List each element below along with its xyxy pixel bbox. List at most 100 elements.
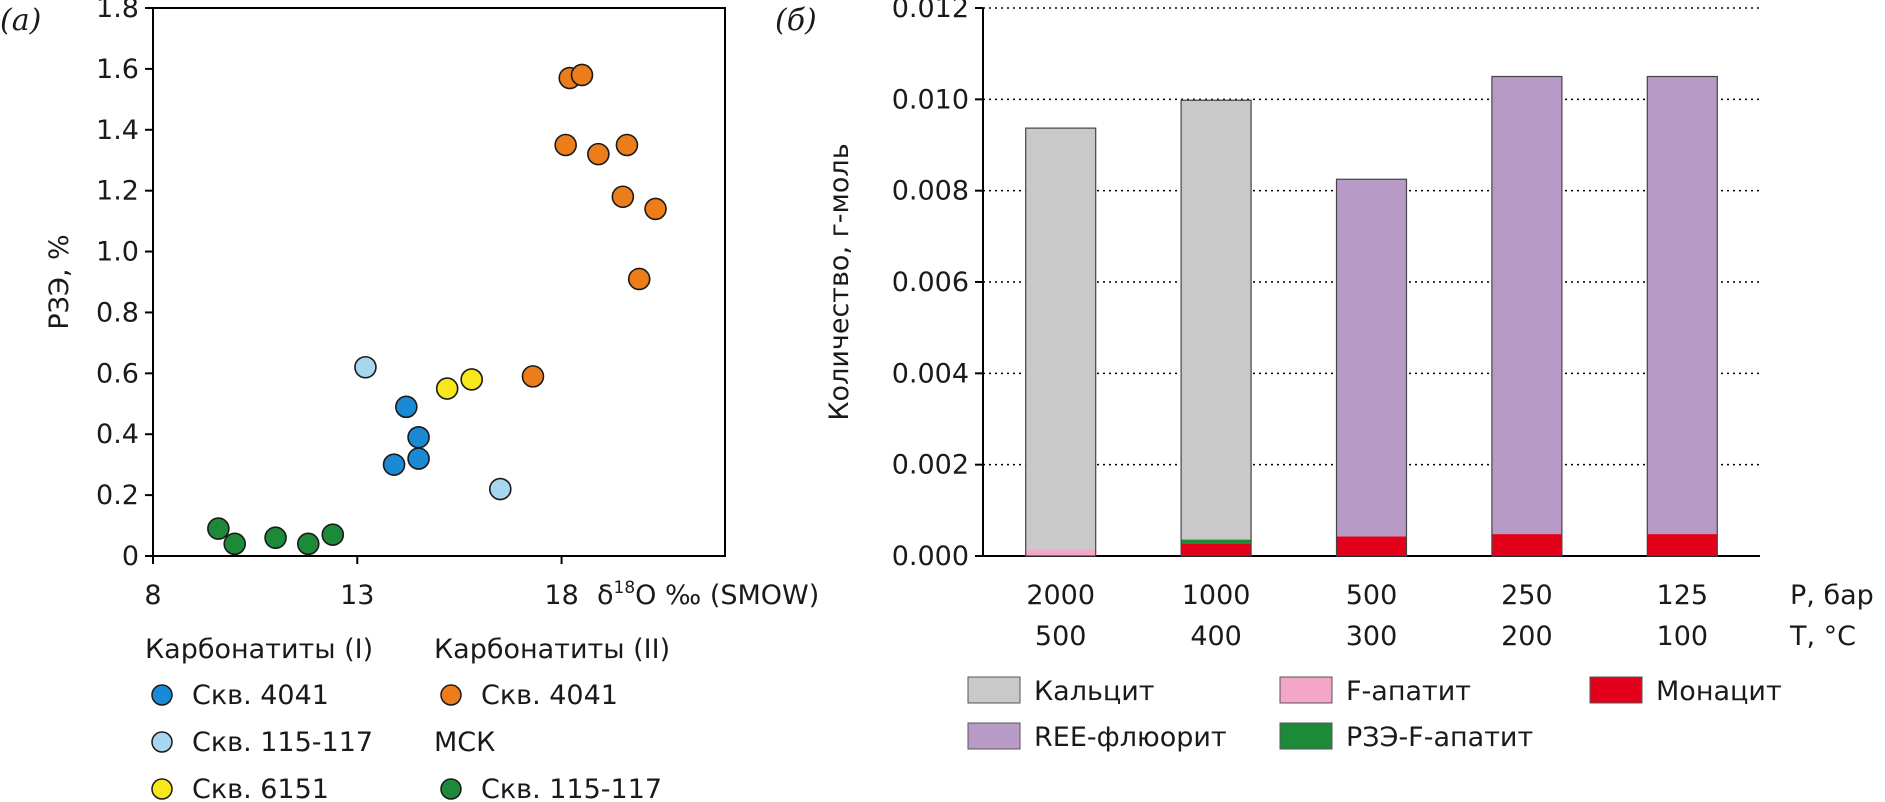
panel-b-ylabel: Количество, г-моль [824, 143, 855, 420]
bar-segment-REE-флюорит [1336, 179, 1407, 537]
legend-marker-carb-i-6151 [151, 778, 173, 800]
scatter-point-series-3 [570, 63, 594, 87]
bar-segment-Кальцит [1181, 100, 1252, 540]
panel-b-p-label: P, бар [1790, 580, 1874, 611]
scatter-point-series-3 [615, 133, 639, 157]
panel-a-xtick-label: 13 [340, 580, 374, 611]
legend-entry-msk-115-117: Скв. 115-117 [481, 774, 662, 802]
legend-label-ree-f-apatite: РЗЭ-F-апатит [1346, 722, 1533, 753]
legend-entry-carb-i-4041: Скв. 4041 [192, 680, 329, 711]
scatter-point-series-3 [627, 267, 651, 291]
panel-a-label: (а) [0, 3, 41, 38]
panel-b-category-temperature: 100 [1657, 621, 1709, 652]
bar-outline [1180, 99, 1252, 557]
panel-a-ytick-label: 1.0 [96, 237, 139, 268]
panel-a-xlabel: δ18O ‰ (SMOW) [597, 578, 819, 611]
bar-segment-РЗЭ-F-апатит [1181, 539, 1252, 544]
legend-group-title-carbonatites-i: Карбонатиты (I) [145, 634, 373, 665]
panel-b-t-label: T, °C [1789, 621, 1856, 652]
panel-b-ytick-label: 0.006 [892, 267, 969, 298]
panel-a-xtick-label: 8 [144, 580, 161, 611]
legend-entry-carb-i-115-117: Скв. 115-117 [192, 727, 373, 758]
legend-label-ree-fluorite: REE-флюорит [1034, 722, 1227, 753]
panel-b-ytick-label: 0.004 [892, 358, 969, 389]
legend-swatch-ree-fluorite [967, 722, 1021, 750]
panel-b-category-temperature: 500 [1035, 621, 1087, 652]
scatter-point-series-4 [223, 532, 247, 556]
bar-segment-Кальцит [1025, 128, 1096, 550]
panel-b-ytick-label: 0.000 [892, 541, 969, 572]
panel-b-category-temperature: 200 [1501, 621, 1553, 652]
scatter-point-series-2 [460, 368, 483, 391]
scatter-point-series-1 [354, 355, 377, 379]
scatter-point-series-4 [321, 523, 345, 546]
panel-a-ytick-label: 1.2 [96, 176, 139, 207]
panel-a-legend: Карбонатиты (I) Скв. 4041 Скв. 115-117 С… [145, 634, 670, 802]
scatter-point-series-3 [644, 197, 667, 221]
bar-segment-Монацит [1491, 534, 1562, 556]
scatter-point-series-0 [395, 395, 418, 419]
scatter-point-series-4 [207, 517, 230, 540]
legend-swatch-ree-f-apatite [1279, 722, 1333, 750]
legend-swatch-f-apatite [1279, 676, 1333, 704]
panel-b-category-pressure: 250 [1501, 580, 1553, 611]
scatter-point-series-1 [488, 477, 512, 501]
legend-marker-msk-115-117 [440, 778, 462, 800]
panel-b-ytick-label: 0.008 [892, 176, 969, 207]
bar-segment-REE-флюорит [1647, 76, 1718, 535]
panel-b-label: (б) [775, 3, 817, 38]
legend-swatch-monazite [1589, 676, 1643, 704]
panel-a-ytick-label: 1.6 [96, 54, 139, 85]
scatter-point-series-0 [382, 453, 406, 476]
panel-b-category-pressure: 2000 [1026, 580, 1095, 611]
bar-segment-Монацит [1181, 543, 1252, 556]
scatter-point-series-3 [521, 365, 545, 388]
scatter-point-series-4 [296, 532, 320, 556]
panel-a-scatter: 0 0.2 0.4 0.6 0.8 1.0 1.2 1.4 1.6 1.8 8 13 18 [96, 0, 726, 611]
panel-a-ytick-label: 0.4 [96, 419, 139, 450]
bar-segment-Монацит [1647, 534, 1718, 556]
panel-a-ytick-label: 0.6 [96, 358, 139, 389]
panel-b-legend: Кальцит F-апатит Монацит REE-флюорит РЗЭ… [967, 676, 1782, 753]
panel-b-category-temperature: 400 [1190, 621, 1242, 652]
legend-group-title-msk: МСК [434, 727, 495, 758]
scatter-point-series-4 [264, 526, 287, 550]
bar-outline [1646, 75, 1718, 557]
scatter-point-series-3 [611, 185, 635, 209]
scatter-point-series-3 [554, 133, 577, 157]
scatter-point-series-3 [587, 142, 610, 166]
panel-b-ytick-label: 0.012 [892, 0, 969, 24]
legend-marker-carb-ii-4041 [440, 684, 462, 706]
panel-a-ytick-label: 0 [122, 541, 139, 572]
panel-a-ytick-label: 0.2 [96, 480, 139, 511]
bar-outline [1025, 127, 1097, 557]
panel-a-ytick-label: 0.8 [96, 297, 139, 328]
legend-label-f-apatite: F-апатит [1346, 676, 1471, 707]
scatter-point-series-2 [435, 377, 459, 400]
bar-segment-REE-флюорит [1491, 76, 1562, 535]
legend-label-calcite: Кальцит [1034, 676, 1155, 707]
legend-group-title-carbonatites-ii: Карбонатиты (II) [434, 634, 670, 665]
panel-a-frame [152, 7, 726, 557]
panel-b-category-pressure: 1000 [1182, 580, 1251, 611]
legend-label-monazite: Монацит [1656, 676, 1782, 707]
bar-outline [1335, 178, 1408, 557]
scatter-point-series-0 [407, 447, 430, 470]
panel-a-ytick-label: 1.8 [96, 0, 139, 24]
legend-marker-carb-i-4041 [151, 684, 173, 706]
panel-a-xtick-label: 18 [544, 580, 578, 611]
panel-b-ytick-label: 0.002 [892, 450, 969, 481]
legend-swatch-calcite [967, 676, 1021, 704]
panel-a-ylabel: РЗЭ, % [44, 234, 75, 329]
panel-b-category-temperature: 300 [1346, 621, 1398, 652]
panel-b-category-pressure: 500 [1346, 580, 1398, 611]
bar-segment-Монацит [1336, 536, 1407, 556]
panel-b-bar-chart: 0.000 0.002 0.004 0.006 0.008 0.010 0.012 2000 5… [892, 0, 1760, 652]
bar-segment-F-апатит [1025, 549, 1096, 556]
legend-marker-carb-i-115-117 [151, 731, 173, 753]
panel-a-ytick-label: 1.4 [96, 115, 139, 146]
panel-b-category-pressure: 125 [1657, 580, 1709, 611]
panel-b-ytick-label: 0.010 [892, 84, 969, 115]
scatter-point-series-0 [407, 425, 430, 449]
